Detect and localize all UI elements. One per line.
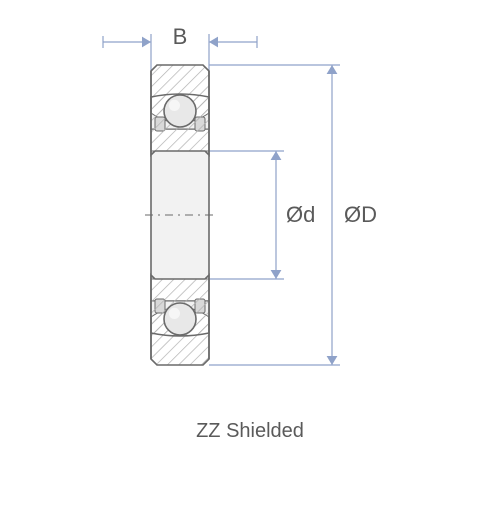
caption-text: ZZ Shielded bbox=[0, 420, 500, 443]
svg-text:B: B bbox=[173, 24, 188, 49]
svg-text:Ød: Ød bbox=[286, 202, 315, 227]
diagram-stage: B ØD Ød ZZ Shielded bbox=[0, 0, 500, 500]
svg-text:ØD: ØD bbox=[344, 202, 377, 227]
